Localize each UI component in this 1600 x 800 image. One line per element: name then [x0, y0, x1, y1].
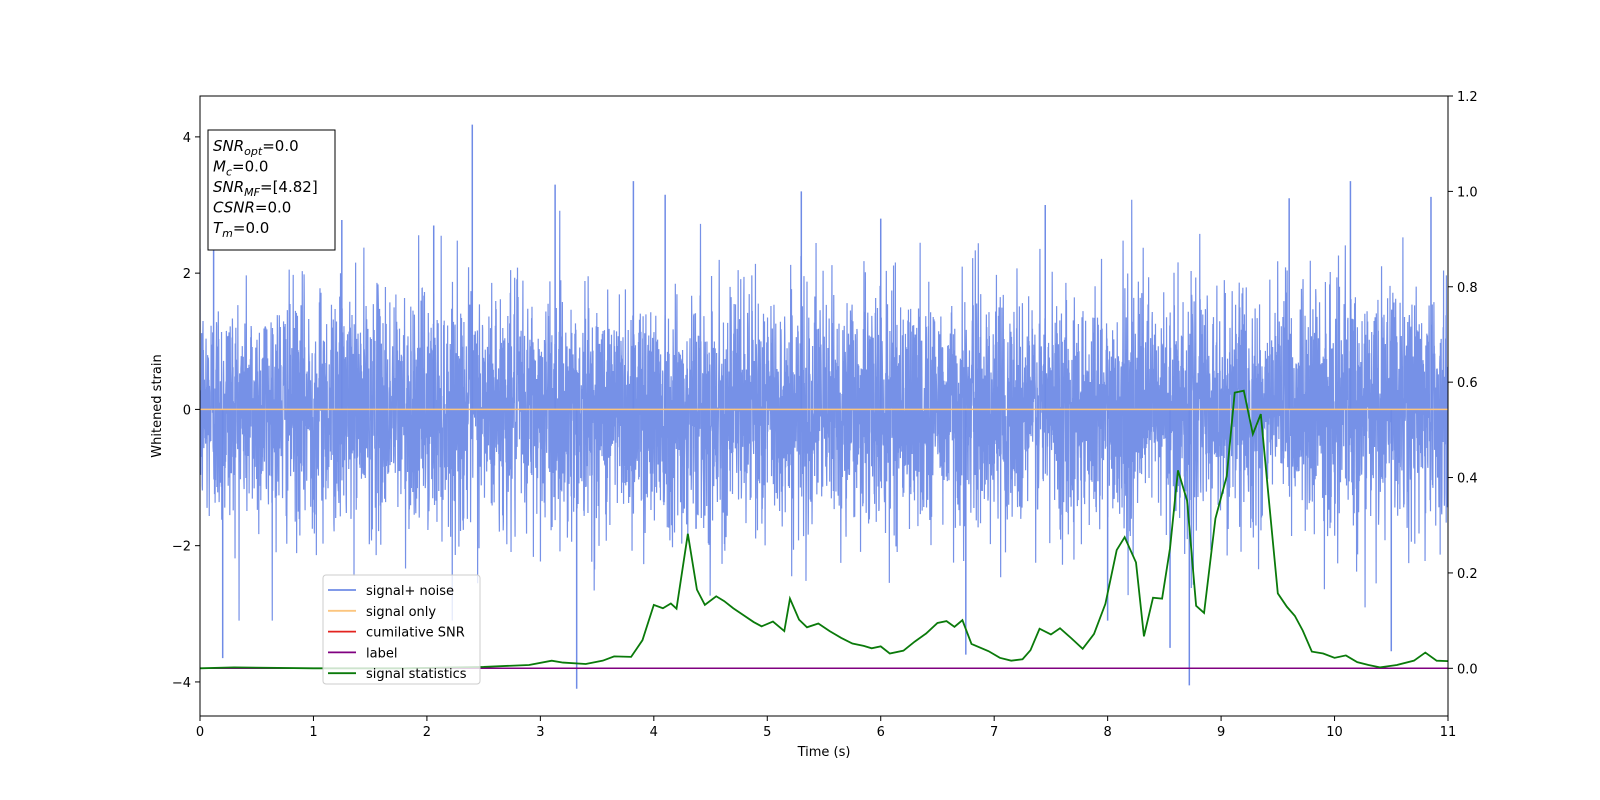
x-tick-label: 1	[309, 725, 317, 740]
x-tick-label: 5	[763, 725, 771, 740]
legend-label: label	[366, 646, 397, 661]
x-tick-label: 3	[536, 725, 544, 740]
signal-noise-series	[200, 124, 1448, 689]
y-axis-label: Whitened strain	[150, 354, 165, 457]
x-tick-label: 0	[196, 725, 204, 740]
y-tick-label: 4	[183, 131, 191, 146]
y2-tick-label: 0.6	[1457, 376, 1478, 391]
y2-tick-label: 0.8	[1457, 281, 1478, 296]
x-axis-label: Time (s)	[797, 745, 851, 760]
x-tick-label: 9	[1217, 725, 1225, 740]
y2-tick-label: 0.0	[1457, 662, 1478, 677]
plot-frame	[199, 95, 1449, 717]
legend-entry: label	[328, 646, 397, 661]
y2-tick-label: 1.0	[1457, 185, 1478, 200]
info-line: Tm=0.0	[213, 219, 269, 240]
legend-label: signal only	[366, 605, 436, 620]
signal-statistics-line	[200, 389, 1448, 670]
x-tick-label: 4	[650, 725, 658, 740]
y-axis-right: 0.0 0.2 0.4 0.6 0.8 1.0 1.2	[1448, 90, 1478, 677]
y-tick-label: 2	[183, 267, 191, 282]
legend-label: signal statistics	[366, 667, 467, 682]
y-tick-label: −4	[172, 676, 191, 691]
info-line: SNRopt=0.0	[213, 137, 299, 158]
legend-frame	[322, 574, 481, 685]
x-tick-label: 7	[990, 725, 998, 740]
x-tick-label: 10	[1326, 725, 1343, 740]
signal-noise-line	[200, 199, 1448, 621]
legend-entry: cumilative SNR	[328, 626, 465, 641]
info-box-frame	[207, 129, 336, 251]
x-tick-label: 8	[1103, 725, 1111, 740]
legend-entry: signal+ noise	[328, 584, 454, 599]
x-axis: 0 1 2 3 4 5 6 7 8 9 10 11	[196, 716, 1456, 740]
y2-tick-label: 1.2	[1457, 90, 1478, 105]
y2-tick-label: 0.4	[1457, 472, 1478, 487]
legend-entry: signal statistics	[328, 667, 467, 682]
y-axis-left: −4 −2 0 2 4	[172, 131, 200, 691]
info-line: SNRMF=[4.82]	[213, 178, 318, 199]
y-tick-label: −2	[172, 540, 191, 555]
legend-label: signal+ noise	[366, 584, 454, 599]
legend: signal+ noise signal only cumilative SNR la…	[322, 574, 481, 685]
legend-entry: signal only	[328, 605, 436, 620]
info-line: CSNR=0.0	[213, 199, 291, 217]
y-tick-label: 0	[183, 403, 191, 418]
x-tick-label: 6	[877, 725, 885, 740]
legend-label: cumilative SNR	[366, 626, 465, 641]
info-line: Mc=0.0	[213, 158, 268, 179]
x-tick-label: 2	[423, 725, 431, 740]
x-tick-label: 11	[1440, 725, 1457, 740]
y2-tick-label: 0.2	[1457, 567, 1478, 582]
